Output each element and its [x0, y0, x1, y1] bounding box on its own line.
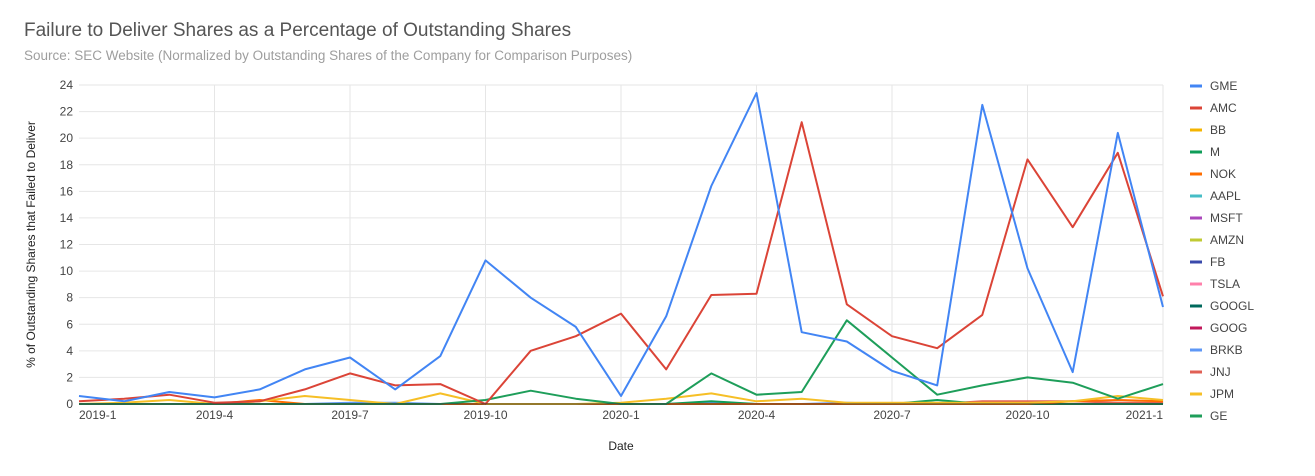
legend-label: FB [1210, 255, 1225, 269]
legend-label: TSLA [1210, 277, 1240, 291]
y-tick-label: 12 [60, 238, 74, 252]
legend-label: AMC [1210, 101, 1237, 115]
y-tick-label: 24 [60, 78, 74, 92]
legend-item-msft[interactable]: MSFT [1190, 211, 1243, 225]
y-tick-label: 6 [66, 317, 73, 331]
legend-item-m[interactable]: M [1190, 145, 1220, 159]
series-line-amc [78, 121, 1164, 405]
legend-item-amc[interactable]: AMC [1190, 101, 1237, 115]
legend-label: M [1210, 145, 1220, 159]
y-tick-label: 14 [60, 211, 74, 225]
y-tick-label: 0 [66, 397, 73, 411]
legend-item-ge[interactable]: GE [1190, 409, 1227, 423]
chart-subtitle: Source: SEC Website (Normalized by Outst… [24, 48, 633, 63]
legend-item-tsla[interactable]: TSLA [1190, 277, 1240, 291]
legend[interactable]: GME AMC BB M NOK AAPL MSFT AMZN FB TSLA GOOGL GOOG B… [1190, 79, 1254, 423]
y-tick-label: 2 [66, 370, 73, 384]
legend-item-brkb[interactable]: BRKB [1190, 343, 1243, 357]
legend-label: MSFT [1210, 211, 1243, 225]
legend-label: JNJ [1210, 365, 1231, 379]
x-tick-label: 2021-1 [1126, 408, 1164, 422]
y-tick-label: 20 [60, 131, 74, 145]
x-tick-label: 2019-4 [196, 408, 234, 422]
legend-label: GME [1210, 79, 1237, 93]
x-tick-label: 2019-10 [463, 408, 507, 422]
legend-label: AMZN [1210, 233, 1244, 247]
legend-label: BRKB [1210, 343, 1243, 357]
legend-item-amzn[interactable]: AMZN [1190, 233, 1244, 247]
x-tick-label: 2020-7 [873, 408, 911, 422]
y-tick-label: 18 [60, 158, 74, 172]
series-line-gme [78, 92, 1164, 403]
y-axis-title: % of Outstanding Shares that Failed to D… [24, 121, 38, 368]
x-tick-label: 2020-4 [738, 408, 776, 422]
legend-item-aapl[interactable]: AAPL [1190, 189, 1241, 203]
legend-label: AAPL [1210, 189, 1241, 203]
x-tick-label: 2019-7 [331, 408, 369, 422]
chart-title: Failure to Deliver Shares as a Percentag… [24, 20, 572, 41]
x-tick-label: 2019-1 [79, 408, 117, 422]
legend-item-gme[interactable]: GME [1190, 79, 1237, 93]
y-tick-label: 8 [66, 291, 73, 305]
gridlines [79, 84, 1164, 404]
legend-label: GE [1210, 409, 1227, 423]
y-tick-label: 10 [60, 264, 74, 278]
legend-item-fb[interactable]: FB [1190, 255, 1225, 269]
legend-item-nok[interactable]: NOK [1190, 167, 1236, 181]
y-tick-label: 22 [60, 105, 74, 119]
legend-item-googl[interactable]: GOOGL [1190, 299, 1254, 313]
legend-item-bb[interactable]: BB [1190, 123, 1226, 137]
legend-label: GOOG [1210, 321, 1247, 335]
legend-item-jpm[interactable]: JPM [1190, 387, 1234, 401]
legend-item-jnj[interactable]: JNJ [1190, 365, 1231, 379]
legend-label: BB [1210, 123, 1226, 137]
x-tick-label: 2020-1 [602, 408, 640, 422]
legend-label: JPM [1210, 387, 1234, 401]
y-tick-label: 16 [60, 184, 74, 198]
legend-label: NOK [1210, 167, 1236, 181]
y-tick-label: 4 [66, 344, 73, 358]
x-axis-title: Date [608, 439, 634, 453]
legend-item-goog[interactable]: GOOG [1190, 321, 1247, 335]
x-tick-label: 2020-10 [1005, 408, 1049, 422]
legend-label: GOOGL [1210, 299, 1254, 313]
